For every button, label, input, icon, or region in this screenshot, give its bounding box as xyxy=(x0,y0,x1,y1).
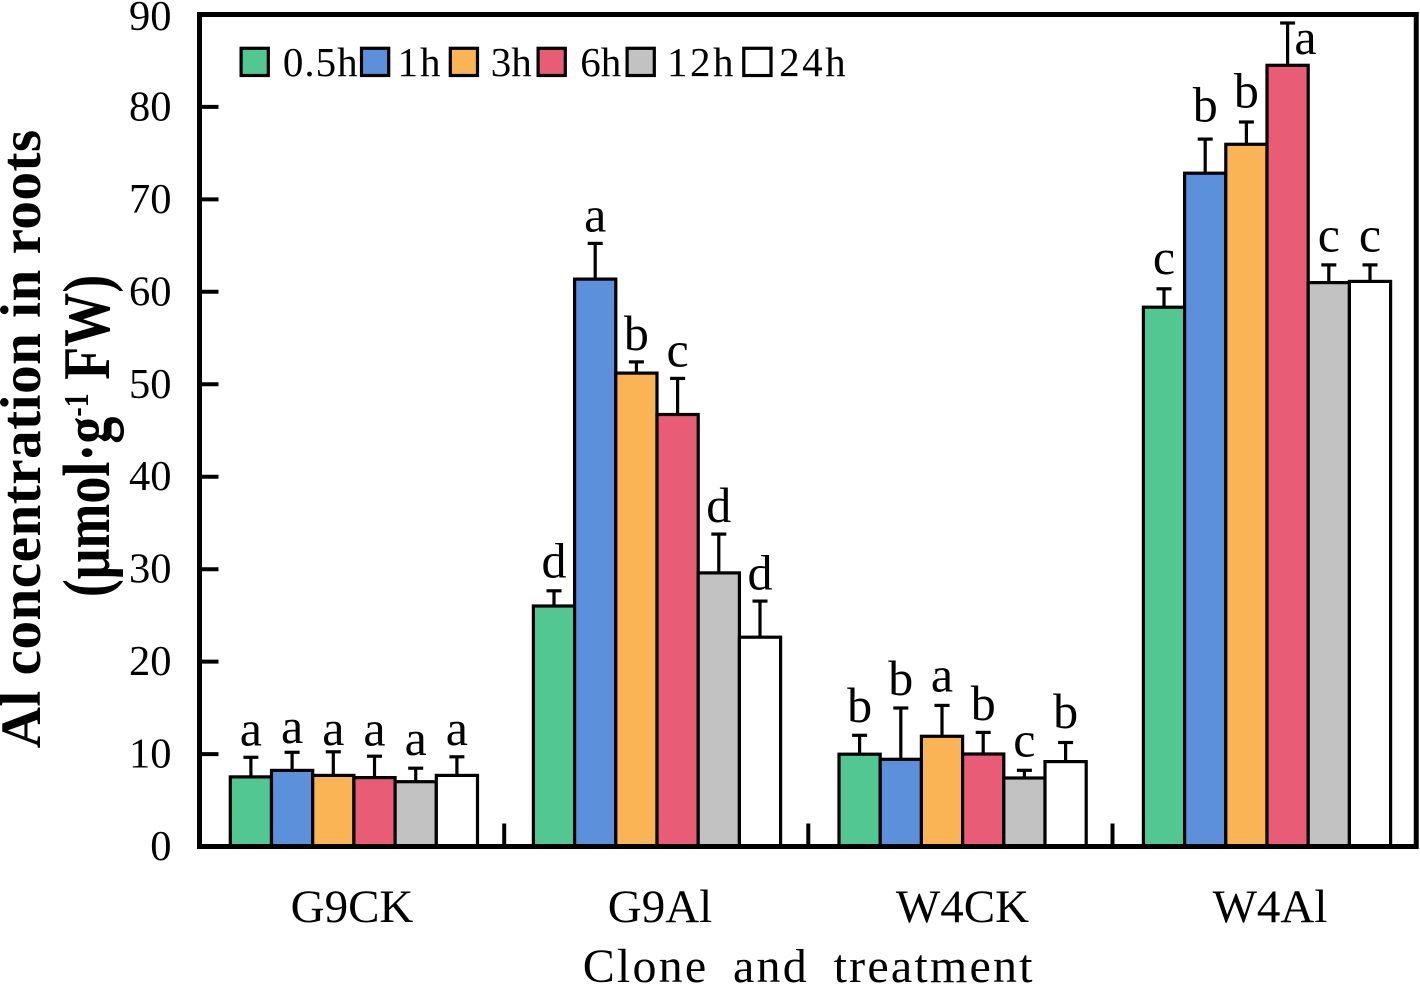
svg-text:10: 10 xyxy=(129,731,172,778)
svg-text:b: b xyxy=(1234,62,1259,118)
svg-text:G9CK: G9CK xyxy=(291,881,414,933)
svg-text:0.5h: 0.5h xyxy=(283,39,359,85)
svg-text:c: c xyxy=(1318,207,1340,263)
svg-text:W4CK: W4CK xyxy=(896,881,1029,933)
svg-text:c: c xyxy=(1359,207,1381,263)
svg-text:W4Al: W4Al xyxy=(1213,881,1328,933)
svg-text:d: d xyxy=(748,545,773,601)
svg-text:40: 40 xyxy=(129,453,172,500)
svg-text:a: a xyxy=(240,701,262,757)
svg-text:1h: 1h xyxy=(398,39,443,85)
svg-text:a: a xyxy=(1294,9,1316,65)
svg-text:60: 60 xyxy=(129,268,172,315)
svg-text:12h: 12h xyxy=(667,39,736,85)
svg-text:3h: 3h xyxy=(491,39,532,85)
svg-text:b: b xyxy=(1053,683,1078,739)
svg-text:a: a xyxy=(931,646,953,702)
svg-text:c: c xyxy=(1013,711,1035,767)
svg-text:70: 70 xyxy=(129,176,172,223)
svg-text:80: 80 xyxy=(129,83,172,130)
svg-text:a: a xyxy=(446,700,468,756)
svg-text:a: a xyxy=(322,700,344,756)
svg-text:c: c xyxy=(1153,229,1175,285)
svg-text:c: c xyxy=(666,321,688,377)
svg-text:b: b xyxy=(971,675,996,731)
svg-text:d: d xyxy=(706,477,731,533)
svg-text:90: 90 xyxy=(129,0,172,40)
svg-text:50: 50 xyxy=(129,361,172,408)
svg-text:G9Al: G9Al xyxy=(608,881,712,933)
svg-text:a: a xyxy=(281,698,303,754)
svg-text:a: a xyxy=(584,187,606,243)
svg-text:d: d xyxy=(542,533,567,589)
svg-text:b: b xyxy=(624,305,649,361)
svg-text:a: a xyxy=(363,701,385,757)
svg-text:a: a xyxy=(405,710,427,766)
svg-text:b: b xyxy=(1193,77,1218,133)
svg-text:30: 30 xyxy=(129,546,172,593)
svg-text:0: 0 xyxy=(150,823,171,870)
svg-text:20: 20 xyxy=(129,638,172,685)
svg-text:b: b xyxy=(888,650,913,706)
svg-text:(μmol·g-1 FW): (μmol·g-1 FW) xyxy=(51,275,125,597)
svg-text:6h: 6h xyxy=(580,39,621,85)
svg-text:Clone and treatment: Clone and treatment xyxy=(583,940,1035,989)
svg-text:Al concentration in roots: Al concentration in roots xyxy=(0,129,53,748)
svg-text:24h: 24h xyxy=(779,39,848,85)
svg-text:b: b xyxy=(847,677,872,733)
